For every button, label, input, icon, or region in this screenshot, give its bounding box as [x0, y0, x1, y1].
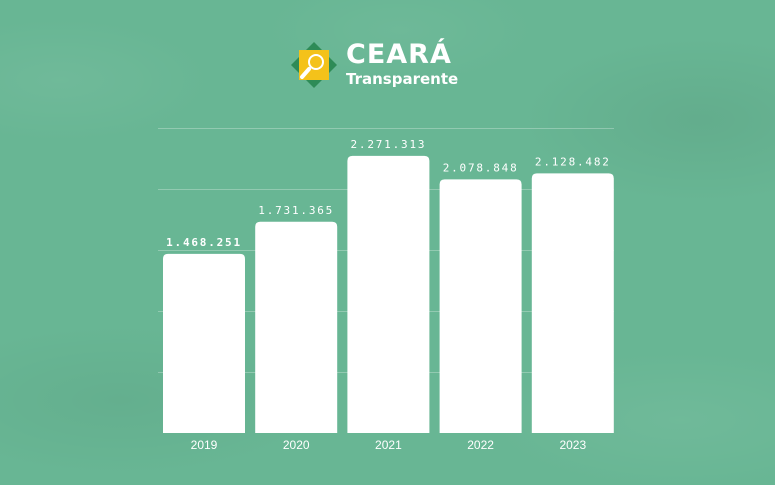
value-label-2022: 2.078.848: [443, 161, 519, 174]
category-label-2023: 2023: [559, 438, 586, 452]
category-label-2020: 2020: [283, 438, 310, 452]
bar-2022: [439, 179, 522, 433]
bar-2021: [347, 155, 430, 433]
category-label-2022: 2022: [467, 438, 494, 452]
logo-title: CEARÁ: [346, 39, 452, 70]
bar-2023: [531, 173, 614, 433]
category-label-2021: 2021: [375, 438, 402, 452]
ceara-transparente-logo: CEARÁ Transparente: [290, 38, 458, 92]
value-label-2021: 2.271.313: [350, 138, 426, 151]
value-label-2020: 1.731.365: [258, 204, 334, 217]
value-label-2023: 2.128.482: [535, 155, 611, 168]
category-label-2019: 2019: [191, 438, 218, 452]
bar-2020: [255, 221, 338, 433]
logo-subtitle: Transparente: [346, 70, 459, 88]
magnifier-diamond-icon: [290, 41, 338, 89]
bar-2019: [163, 253, 245, 433]
value-label-2019: 1.468.251: [166, 236, 242, 249]
